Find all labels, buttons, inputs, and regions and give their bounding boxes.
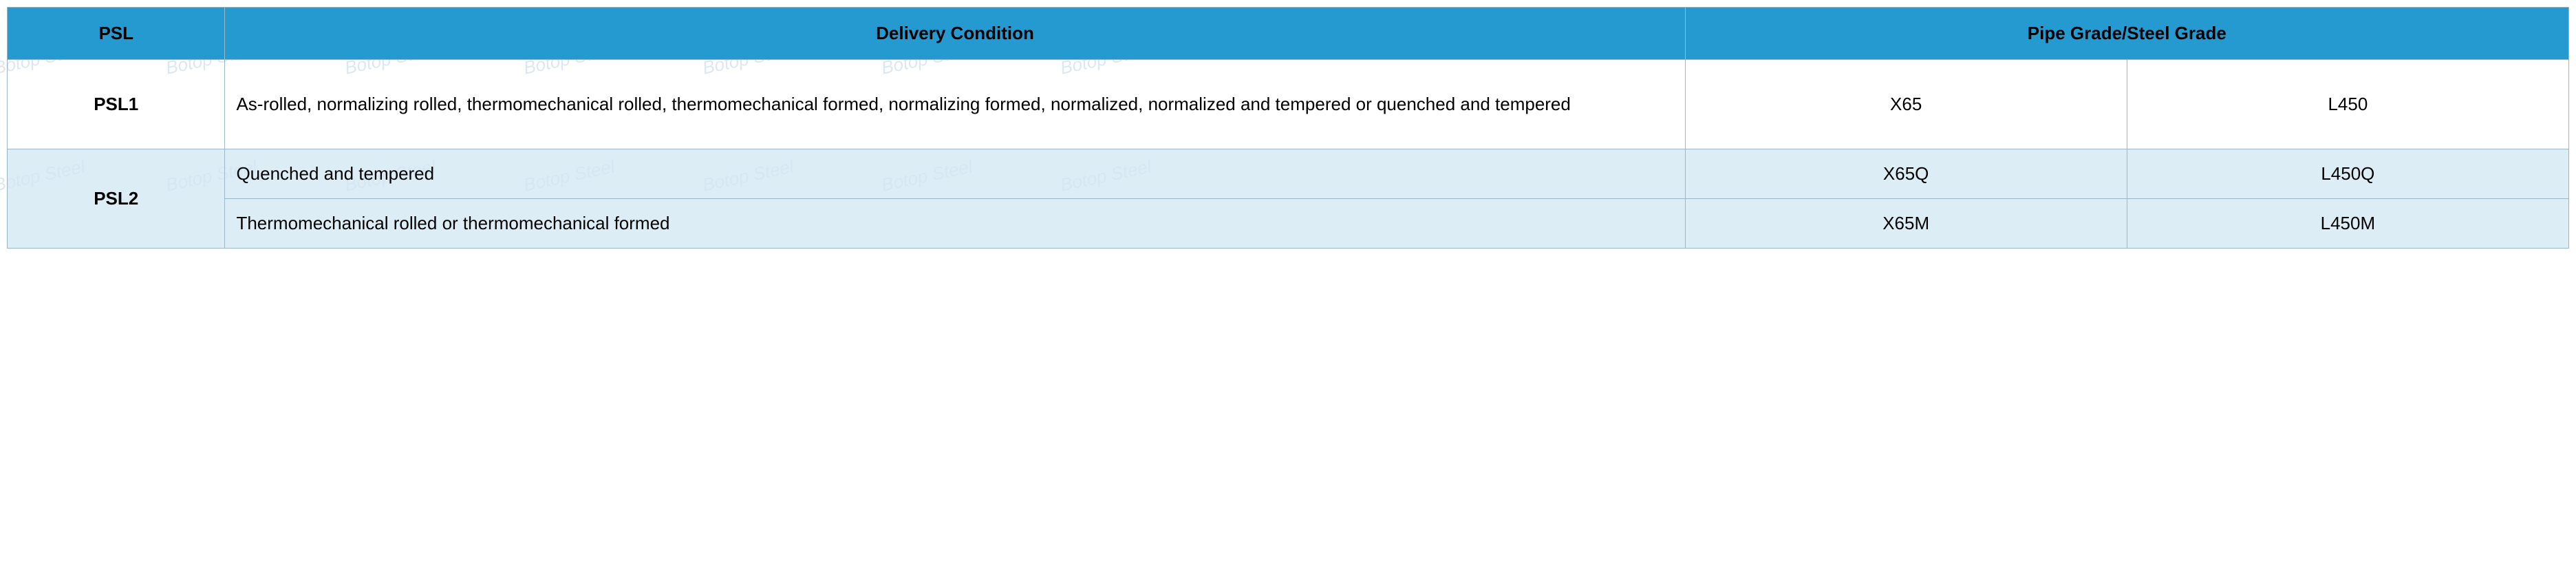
row-psl1: PSL1 As-rolled, normalizing rolled, ther… [8,60,2569,149]
psl2-label: PSL2 [8,149,225,249]
psl2-grade2-1: L450M [2127,199,2568,249]
row-psl2-b: Thermomechanical rolled or thermomechani… [8,199,2569,249]
header-pipe-grade: Pipe Grade/Steel Grade [1685,8,2568,60]
row-psl2-a: PSL2 Quenched and tempered X65Q L450Q [8,149,2569,199]
psl2-grade1-1: X65M [1685,199,2127,249]
psl-table: PSL Delivery Condition Pipe Grade/Steel … [7,7,2569,249]
table-header-row: PSL Delivery Condition Pipe Grade/Steel … [8,8,2569,60]
psl1-grade1: X65 [1685,60,2127,149]
psl2-grade2-0: L450Q [2127,149,2568,199]
psl2-grade1-0: X65Q [1685,149,2127,199]
psl2-condition-0: Quenched and tempered [225,149,1685,199]
header-delivery-condition: Delivery Condition [225,8,1685,60]
psl1-grade2: L450 [2127,60,2568,149]
header-psl: PSL [8,8,225,60]
psl1-condition: As-rolled, normalizing rolled, thermomec… [225,60,1685,149]
psl1-label: PSL1 [8,60,225,149]
psl2-condition-1: Thermomechanical rolled or thermomechani… [225,199,1685,249]
